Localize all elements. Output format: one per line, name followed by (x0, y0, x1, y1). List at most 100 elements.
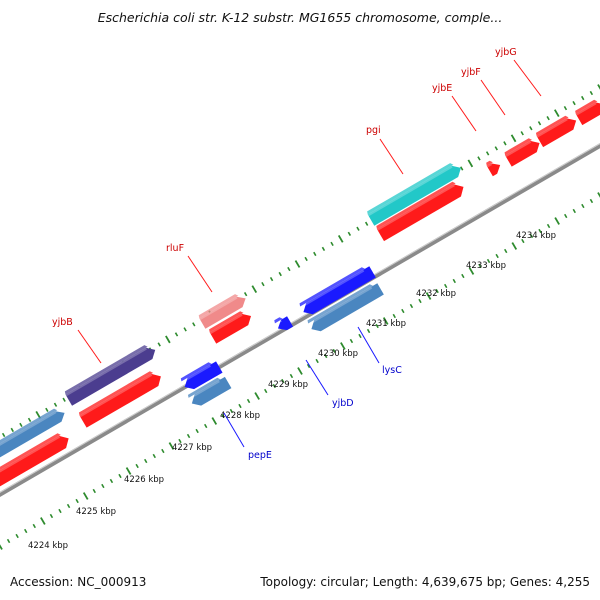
outer-tick (356, 226, 360, 231)
gene-label-pgi[interactable]: pgi (366, 125, 381, 136)
inner-tick (152, 453, 156, 459)
leader-line (357, 326, 380, 364)
inner-tick (468, 267, 475, 275)
outer-tick (553, 109, 560, 118)
inner-tick (125, 467, 132, 475)
leader-line (480, 79, 506, 116)
cds-arrow[interactable] (574, 96, 600, 126)
cds-arrow[interactable] (78, 368, 164, 428)
gene-label-yjbF[interactable]: yjbF (461, 67, 481, 78)
inner-tick (315, 358, 319, 364)
inner-tick (478, 263, 482, 269)
gene-label-lysC[interactable]: lysC (382, 365, 402, 376)
inner-tick (238, 403, 242, 409)
inner-tick (101, 483, 105, 489)
cds-arrow[interactable] (0, 405, 68, 459)
inner-tick (49, 513, 54, 519)
outer-tick (1, 432, 6, 438)
outer-tick (243, 292, 248, 297)
inner-tick (204, 423, 208, 429)
inner-tick (211, 417, 218, 425)
inner-tick-track (0, 192, 600, 550)
outer-tick (53, 402, 58, 407)
inner-tick (435, 288, 439, 294)
outer-tick (485, 151, 490, 156)
inner-tick (135, 463, 139, 469)
leader-line (77, 329, 102, 364)
inner-tick (168, 442, 175, 450)
gene-pepE-arrow[interactable] (187, 374, 232, 409)
gene-yjbG-arrow[interactable] (535, 112, 579, 148)
gene-label-rluF[interactable]: rluF (166, 243, 184, 254)
leader-line (223, 412, 245, 448)
scale-label: 4232 kbp (416, 289, 456, 299)
inner-tick (6, 538, 11, 544)
scale-label: 4233 kbp (466, 261, 506, 271)
inner-tick (495, 253, 499, 259)
scale-labels: 4224 kbp 4225 kbp 4226 kbp 4227 kbp 4228 kbp… (28, 231, 556, 551)
inner-tick (40, 517, 46, 525)
outer-tick (183, 327, 187, 332)
leader-line (379, 138, 404, 175)
inner-tick (340, 342, 346, 350)
gene-lysC-arrow[interactable] (307, 281, 384, 335)
gene-yjbD-arrow[interactable] (299, 264, 376, 318)
inner-tick (254, 392, 260, 400)
inner-tick (109, 478, 114, 484)
leader-line (305, 359, 329, 396)
scale-label: 4234 kbp (516, 231, 556, 241)
gene-label-pepE[interactable]: pepE (248, 450, 272, 461)
gene-label-yjbB[interactable]: yjbB (52, 317, 73, 328)
inner-tick (452, 278, 456, 284)
inner-tick (221, 413, 225, 419)
gene-label-yjbD[interactable]: yjbD (332, 398, 354, 409)
gene-label-yjbG[interactable]: yjbG (495, 47, 517, 58)
gene-label-yjbE[interactable]: yjbE (432, 83, 452, 94)
backbone-line (0, 143, 600, 497)
outer-tick (477, 156, 481, 161)
cds-arrow[interactable] (375, 178, 467, 242)
inner-tick (66, 503, 71, 509)
inner-tick (375, 323, 379, 329)
leader-line (451, 95, 477, 132)
inner-tick (521, 238, 525, 244)
outer-tick (287, 266, 291, 272)
inner-tick (324, 353, 328, 359)
inner-tick (349, 338, 354, 344)
inner-tick (418, 298, 422, 304)
outer-tick (597, 84, 600, 90)
gene-pgi-arrow[interactable] (366, 160, 464, 226)
outer-tick (364, 221, 369, 226)
outer-tick (174, 332, 179, 337)
chromosome-backbone (0, 143, 600, 497)
cds-arrow[interactable] (180, 359, 223, 393)
map-title: Escherichia coli str. K-12 substr. MG165… (97, 10, 503, 25)
gene-yjbE-arrow[interactable] (485, 157, 503, 177)
inner-tick (504, 248, 508, 254)
inner-tick (161, 448, 165, 454)
inner-tick (229, 408, 234, 414)
inner-tick (297, 367, 303, 375)
outer-tick (503, 141, 507, 146)
inner-tick (538, 228, 542, 234)
outer-tick (546, 116, 550, 121)
cds-arrow[interactable] (273, 314, 294, 334)
backbone-highlight (0, 143, 600, 493)
outer-tick (337, 234, 344, 243)
gene-yjbB-arrow[interactable] (64, 342, 158, 406)
inner-tick (195, 428, 199, 434)
inner-tick (272, 383, 276, 389)
inner-tick (425, 292, 432, 300)
cds-arrow[interactable] (0, 430, 72, 492)
outer-tick (572, 100, 576, 106)
gene-rluF-arrow[interactable] (198, 291, 249, 329)
inner-tick (366, 328, 371, 334)
gene-yjbF-arrow[interactable] (504, 135, 543, 167)
outer-tick (278, 271, 282, 277)
inner-tick (486, 258, 491, 264)
inner-tick (118, 473, 122, 479)
inner-tick (572, 208, 576, 214)
cds-arrow[interactable] (208, 308, 254, 344)
